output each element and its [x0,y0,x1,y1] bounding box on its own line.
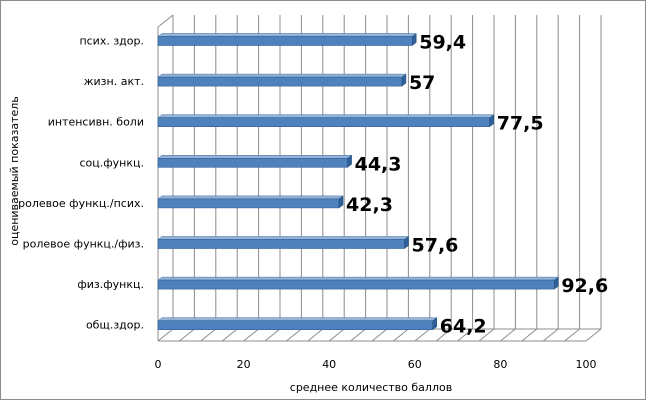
floor-gridline [521,328,538,342]
floor-gridline [157,328,174,342]
floor-gridline [393,328,409,342]
floor-gridline [478,328,495,342]
category-label: интенсивн. боли [48,116,144,129]
category-label: соц.функц. [80,156,145,169]
bar-top-face [157,114,495,118]
x-tick-label: 80 [493,358,507,371]
category-label: общ.здор. [86,319,144,332]
floor-gridline [307,328,324,342]
bars [157,33,560,331]
bar-top-face [157,73,407,78]
category-label: физ.функц. [77,278,144,291]
floor-gridline [350,328,366,342]
bar-top-face [157,195,344,200]
x-tick-label: 20 [237,358,251,371]
bar-side-face [401,73,407,87]
floor-gridline [500,328,516,342]
bar-top-face [157,317,438,321]
x-tick-label: 0 [155,358,162,371]
floor-gridline [371,328,388,342]
floor-gridline [264,328,281,342]
floor-gridline [221,328,238,342]
x-tick-label: 40 [322,358,336,371]
bar [157,236,410,249]
bar-front-face [157,36,413,46]
bar-side-face [404,236,409,249]
bar-front-face [157,158,348,168]
bar-front-face [157,76,403,87]
bar-top-face [157,155,353,159]
bar-side-face [347,154,352,168]
bar-side-face [338,195,344,209]
floor-gridline [179,328,195,342]
floor-gridline [243,328,259,342]
bar [157,154,353,168]
floor-gridline [542,328,559,342]
floor-gridline [328,328,345,342]
bar-front-face [157,239,405,249]
bar-top-face [157,276,560,281]
y-axis-title: оцениваемый показатель [8,96,21,246]
value-label: 77,5 [497,113,544,135]
bar-side-face [432,317,438,331]
bar-side-face [489,114,494,128]
labels: 0 20 40 60 80 100 псих. здор. 59,4 жизн. акт. 57 и… [18,32,608,372]
floor-gridline [435,328,452,342]
floor-gridline [200,328,217,342]
bar [157,276,560,290]
bar [157,317,438,331]
category-label: псих. здор. [79,35,144,48]
bar-side-face [554,276,559,290]
value-label: 92,6 [561,275,608,297]
x-tick-label: 100 [576,358,597,371]
bar-front-face [157,117,491,127]
value-label: 42,3 [346,194,393,216]
floor-gridline [286,328,302,342]
floor-gridline [414,328,431,342]
floor-gridline [457,328,473,342]
category-label: жизн. акт. [84,75,144,88]
x-tick-label: 60 [408,358,422,371]
bar [157,33,417,46]
category-label: ролевое функц./физ. [23,238,144,251]
bar-side-face [411,33,417,46]
bar-top-face [157,236,410,240]
value-label: 59,4 [419,32,466,54]
category-label: ролевое функц./псих. [18,197,144,210]
bar [157,195,344,209]
value-label: 64,2 [440,316,487,338]
bar-front-face [157,320,434,331]
value-label: 44,3 [355,153,402,175]
bar-front-face [157,198,340,209]
gridlines [157,15,602,342]
axes [157,14,601,342]
bar-top-face [157,33,417,37]
floor-gridline [585,328,602,342]
value-label: 57,6 [412,235,459,257]
bar-front-face [157,279,555,290]
floor-gridline [564,328,580,342]
bar [157,114,495,128]
bar [157,73,407,87]
left-wall-top-edge [157,14,174,28]
value-label: 57 [409,72,435,94]
x-axis-title: среднее количество баллов [290,381,452,394]
